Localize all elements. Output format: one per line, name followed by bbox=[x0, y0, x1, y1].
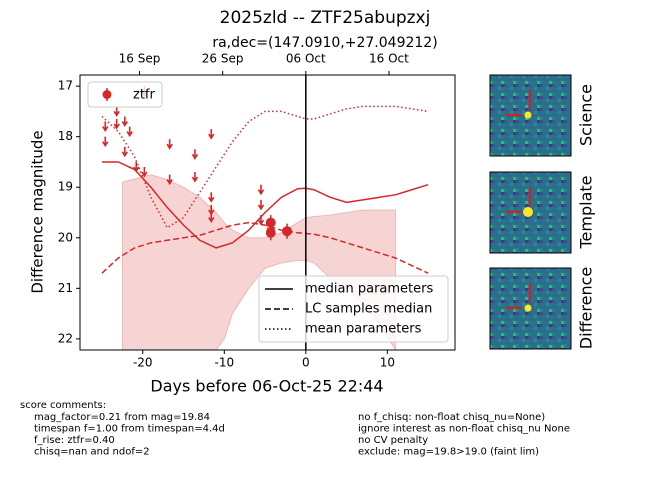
comment-line: mag_factor=0.21 from mag=19.84 bbox=[34, 412, 210, 423]
comment-line: timespan f=1.00 from timespan=4.4d bbox=[34, 424, 225, 435]
y-tick-label: 22 bbox=[58, 331, 73, 345]
detection-point bbox=[282, 226, 293, 237]
comment-line: ignore interest as non-float chisq_nu No… bbox=[358, 424, 570, 435]
upper-limit bbox=[133, 161, 140, 173]
x-tick-label: 0 bbox=[302, 356, 310, 370]
legend-label: LC samples median bbox=[305, 302, 432, 317]
thumbnails: Science Template Difference bbox=[489, 74, 596, 350]
upper-limit bbox=[208, 129, 215, 140]
upper-limit bbox=[126, 126, 133, 138]
thumbnail-crosshair bbox=[506, 187, 531, 213]
legend-marker bbox=[102, 90, 112, 99]
thumbnail-label: Difference bbox=[577, 267, 596, 349]
upper-limit bbox=[257, 184, 265, 196]
upper-limit bbox=[121, 116, 129, 127]
legend-label: mean parameters bbox=[305, 322, 422, 337]
x-tick-label: -20 bbox=[133, 356, 153, 370]
legend-label: ztfr bbox=[133, 88, 155, 103]
comment-line: exclude: mag=19.8>19.0 (faint lim) bbox=[358, 447, 539, 458]
upper-limit bbox=[257, 215, 265, 226]
comment-line: no CV penalty bbox=[358, 435, 428, 446]
x-tick-label: 10 bbox=[380, 356, 395, 370]
upper-limit bbox=[208, 212, 215, 224]
upper-limit bbox=[102, 136, 109, 148]
upper-limit bbox=[257, 199, 265, 211]
x2-tick-label: 16 Sep bbox=[119, 52, 161, 66]
thumbnail-crosshair bbox=[506, 283, 531, 309]
x2-tick-label: 26 Sep bbox=[202, 52, 244, 66]
upper-limit bbox=[141, 167, 148, 178]
detection-point bbox=[265, 227, 276, 238]
upper-limit bbox=[166, 174, 173, 186]
x2-tick-label: 06 Oct bbox=[286, 52, 326, 66]
comment-heading: score comments: bbox=[20, 400, 106, 411]
upper-limit bbox=[191, 149, 199, 160]
upper-limit bbox=[113, 118, 120, 130]
comment-line: chisq=nan and ndof=2 bbox=[34, 447, 150, 458]
chart-title: 2025zld -- ZTF25abupzxj bbox=[220, 8, 431, 28]
x-tick-label: -10 bbox=[214, 356, 234, 370]
comment-line: f_rise: ztfr=0.40 bbox=[34, 435, 115, 446]
confidence-band bbox=[121, 174, 396, 350]
detection-point bbox=[265, 217, 276, 228]
x2-tick-label: 16 Oct bbox=[369, 52, 409, 66]
thumbnail-label: Science bbox=[577, 84, 596, 146]
upper-limit bbox=[102, 121, 109, 133]
model-curve bbox=[102, 161, 429, 249]
legend-box bbox=[258, 275, 449, 343]
thumbnail-source bbox=[523, 207, 533, 217]
model-curve bbox=[101, 221, 429, 274]
upper-limit bbox=[121, 146, 129, 158]
y-tick-label: 17 bbox=[58, 79, 73, 93]
x-axis-label: Days before 06-Oct-25 22:44 bbox=[150, 377, 383, 396]
model-curve bbox=[101, 105, 429, 229]
comment-line: no f_chisq: non-float chisq_nu=None) bbox=[358, 412, 545, 423]
y-tick-label: 21 bbox=[58, 281, 73, 295]
upper-limit bbox=[166, 139, 173, 150]
thumbnail-source bbox=[524, 111, 532, 119]
y-tick-label: 19 bbox=[58, 180, 73, 194]
thumbnail-crosshair bbox=[506, 90, 531, 116]
upper-limit bbox=[113, 106, 120, 117]
y-tick-label: 18 bbox=[58, 129, 73, 143]
y-axis-label: Difference magnitude bbox=[29, 130, 47, 293]
legend-label: median parameters bbox=[305, 282, 433, 297]
axes-frame bbox=[79, 74, 456, 351]
chart-subtitle: ra,dec=(147.0910,+27.049212) bbox=[212, 35, 437, 51]
upper-limit bbox=[208, 192, 215, 203]
thumbnail-label: Template bbox=[577, 175, 596, 249]
upper-limit bbox=[191, 172, 199, 183]
thumbnail-source bbox=[524, 304, 532, 312]
y-tick-label: 20 bbox=[58, 230, 73, 244]
